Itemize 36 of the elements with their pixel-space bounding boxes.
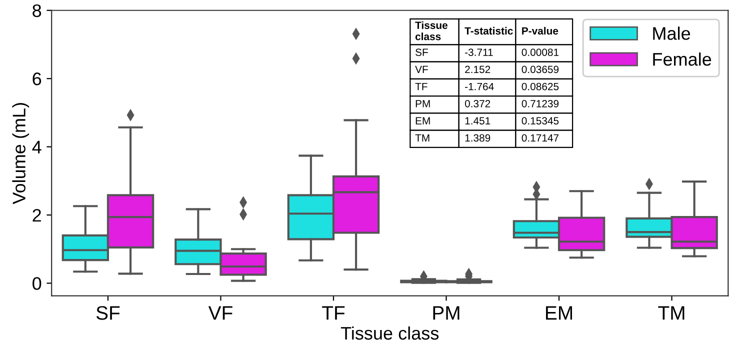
legend-label: Male	[653, 26, 690, 40]
y-tick-label: 2	[32, 208, 41, 222]
legend-label: Female	[653, 52, 712, 66]
annotation: P-value	[522, 26, 558, 35]
x-tick-label: SF	[96, 306, 120, 320]
annotation: -3.711	[465, 48, 493, 56]
annotation: SF	[416, 48, 428, 56]
y-axis-title: Volume (mL)	[12, 103, 30, 204]
annotation: 0.03659	[522, 66, 559, 74]
y-tick-label: 8	[32, 4, 42, 18]
y-tick-label: 6	[32, 72, 42, 86]
annotation: PM	[416, 100, 430, 108]
annotation: Tissue class	[415, 21, 448, 40]
annotation: 0.00081	[522, 48, 559, 56]
annotation: 0.17147	[522, 134, 559, 142]
annotation: -1.764	[465, 82, 494, 90]
annotation: TM	[415, 134, 430, 142]
x-tick-label: EM	[546, 306, 572, 320]
annotation: 0.372	[464, 100, 490, 108]
annotation: EM	[416, 117, 430, 124]
annotation: VF	[415, 66, 428, 74]
x-tick-label: PM	[433, 306, 460, 320]
y-tick-label: 4	[32, 140, 42, 154]
annotation: 2.152	[465, 66, 490, 74]
annotation: 1.451	[465, 117, 490, 124]
x-tick-label: TM	[658, 306, 684, 320]
x-tick-label: TF	[322, 306, 345, 320]
y-tick-label: 0	[32, 277, 42, 290]
annotation: T-statistic	[464, 26, 513, 35]
annotation: 0.15345	[522, 117, 559, 124]
annotation: 0.71239	[522, 100, 559, 108]
x-tick-label: VF	[208, 306, 232, 320]
annotation: TF	[415, 82, 428, 90]
annotation: 1.389	[465, 134, 490, 142]
x-axis-title: Tissue class	[340, 326, 439, 340]
annotation: 0.08625	[522, 82, 559, 90]
